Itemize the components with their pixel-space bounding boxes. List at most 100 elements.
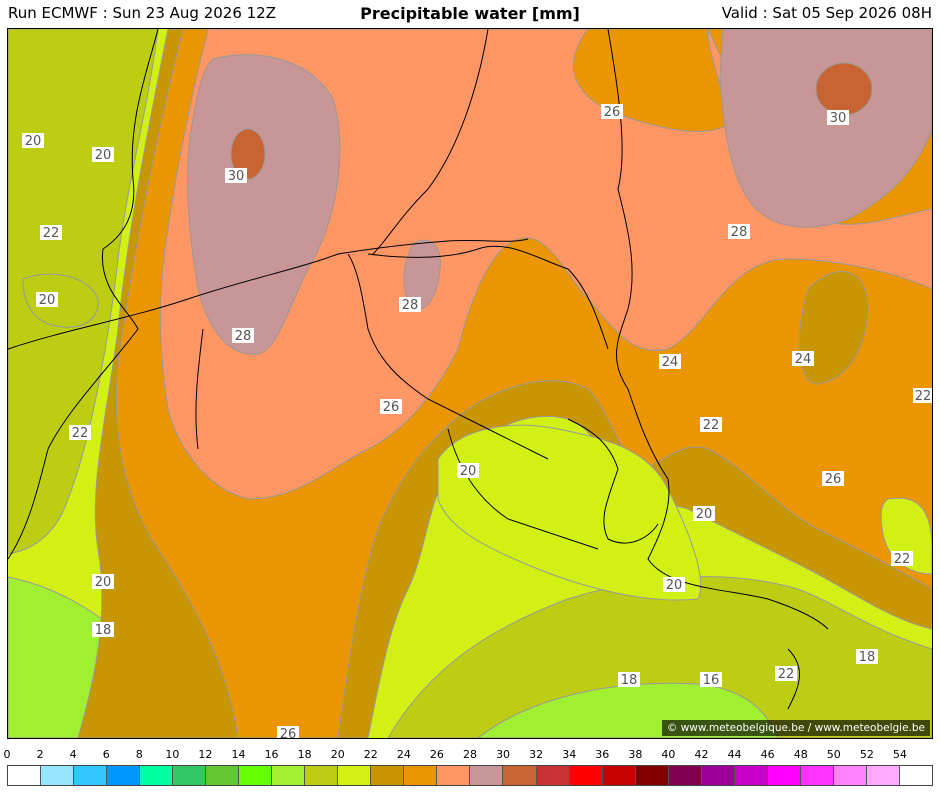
zone-28-30-nw bbox=[187, 54, 341, 355]
border-nl-de bbox=[372, 29, 489, 255]
legend-swatch bbox=[272, 766, 306, 785]
zone-20-22-central bbox=[437, 424, 702, 601]
legend-tick-label: 14 bbox=[231, 748, 246, 761]
legend-swatch bbox=[206, 766, 240, 785]
contour-label: 26 bbox=[277, 726, 299, 738]
contour-label: 28 bbox=[399, 297, 421, 313]
legend-swatch bbox=[173, 766, 207, 785]
svg-text:20: 20 bbox=[95, 575, 112, 590]
legend-tick-label: 6 bbox=[102, 748, 110, 761]
border-france-east bbox=[447, 428, 599, 550]
color-legend: 0 2 4 6 8 10 12 14 16 18 20 22 24 26 28 30 32 34 36 38 40 42 4… bbox=[3, 748, 933, 788]
border-west-fr bbox=[195, 328, 204, 450]
legend-swatch bbox=[107, 766, 141, 785]
svg-text:20: 20 bbox=[666, 578, 683, 593]
legend-swatch bbox=[602, 766, 636, 785]
legend-swatch bbox=[503, 766, 537, 785]
contour-label: 26 bbox=[380, 399, 402, 415]
legend-tick-label: 32 bbox=[529, 748, 544, 761]
contour-label: 20 bbox=[92, 574, 114, 590]
legend-tick-label: 52 bbox=[859, 748, 874, 761]
run-info: Run ECMWF : Sun 23 Aug 2026 12Z bbox=[8, 4, 276, 22]
contour-label: 30 bbox=[225, 168, 247, 184]
legend-swatch bbox=[8, 766, 42, 785]
svg-text:30: 30 bbox=[228, 169, 245, 184]
legend-swatch bbox=[569, 766, 603, 785]
svg-text:22: 22 bbox=[43, 226, 60, 241]
legend-tick-label: 26 bbox=[429, 748, 444, 761]
legend-swatch bbox=[701, 766, 735, 785]
contour-label: 22 bbox=[69, 425, 91, 441]
svg-text:18: 18 bbox=[621, 673, 638, 688]
legend-tick-label: 34 bbox=[562, 748, 577, 761]
legend-swatch bbox=[437, 766, 471, 785]
legend-tick-label: 10 bbox=[165, 748, 180, 761]
legend-swatch bbox=[338, 766, 372, 785]
contour-label: 24 bbox=[792, 351, 814, 367]
legend-tick-label: 28 bbox=[463, 748, 477, 761]
legend-tick-label: 54 bbox=[892, 748, 907, 761]
contour-label: 18 bbox=[92, 622, 114, 638]
contour-label: 20 bbox=[663, 577, 685, 593]
legend-tick-label: 38 bbox=[628, 748, 643, 761]
legend-swatch bbox=[899, 766, 932, 785]
svg-text:26: 26 bbox=[383, 400, 400, 415]
border-lux bbox=[567, 418, 659, 544]
svg-text:22: 22 bbox=[703, 418, 720, 433]
svg-text:24: 24 bbox=[662, 355, 679, 370]
contour-label: 28 bbox=[728, 224, 750, 240]
legend-swatch bbox=[41, 766, 75, 785]
svg-text:28: 28 bbox=[402, 298, 419, 313]
coastline-channel bbox=[8, 238, 529, 350]
zone-18-20-blob bbox=[22, 273, 99, 328]
contour-label: 26 bbox=[601, 104, 623, 120]
svg-text:22: 22 bbox=[894, 552, 911, 567]
contour-label: 18 bbox=[856, 649, 878, 665]
legend-tick-label: 18 bbox=[297, 748, 312, 761]
svg-text:22: 22 bbox=[778, 667, 795, 682]
legend-tick-label: 50 bbox=[826, 748, 841, 761]
legend-tick-label: 46 bbox=[760, 748, 775, 761]
legend-tick-label: 4 bbox=[69, 748, 77, 761]
legend-tick-label: 0 bbox=[3, 748, 11, 761]
precipitable-water-map: 20 20 22 20 22 30 28 28 26 20 20 18 26 3… bbox=[7, 28, 933, 739]
contour-label: 24 bbox=[659, 354, 681, 370]
legend-swatch bbox=[767, 766, 801, 785]
svg-text:22: 22 bbox=[915, 389, 932, 404]
svg-text:28: 28 bbox=[235, 329, 252, 344]
svg-text:26: 26 bbox=[604, 105, 621, 120]
legend-swatch bbox=[140, 766, 174, 785]
legend-swatch bbox=[470, 766, 504, 785]
legend-bar bbox=[7, 765, 933, 786]
contour-label: 20 bbox=[22, 133, 44, 149]
contour-label: 22 bbox=[40, 225, 62, 241]
svg-text:30: 30 bbox=[830, 111, 847, 126]
legend-tick-label: 20 bbox=[330, 748, 345, 761]
legend-swatch bbox=[833, 766, 867, 785]
contour-label: 20 bbox=[457, 463, 479, 479]
legend-swatch bbox=[668, 766, 702, 785]
contour-label: 22 bbox=[891, 551, 913, 567]
legend-tick-label: 12 bbox=[198, 748, 213, 761]
zone-28-30-ne bbox=[719, 29, 932, 228]
svg-text:22: 22 bbox=[72, 426, 89, 441]
legend-tick-label: 22 bbox=[363, 748, 378, 761]
legend-swatch bbox=[74, 766, 108, 785]
border-be-nl bbox=[367, 245, 609, 350]
legend-tick-label: 2 bbox=[36, 748, 44, 761]
legend-swatch bbox=[734, 766, 768, 785]
contour-label: 22 bbox=[913, 388, 932, 404]
svg-text:28: 28 bbox=[731, 225, 748, 240]
contour-label: 20 bbox=[36, 292, 58, 308]
svg-text:18: 18 bbox=[859, 650, 876, 665]
zone-30-32-ne bbox=[815, 62, 873, 116]
contour-label: 30 bbox=[827, 110, 849, 126]
contour-label: 20 bbox=[693, 506, 715, 522]
legend-swatch bbox=[371, 766, 405, 785]
copyright-credit: © www.meteobelgique.be / www.meteobelgie… bbox=[661, 720, 930, 736]
legend-tick-label: 36 bbox=[595, 748, 610, 761]
legend-tick-label: 24 bbox=[396, 748, 411, 761]
svg-text:18: 18 bbox=[95, 623, 112, 638]
legend-swatch bbox=[404, 766, 438, 785]
border-fr-be bbox=[347, 253, 549, 460]
